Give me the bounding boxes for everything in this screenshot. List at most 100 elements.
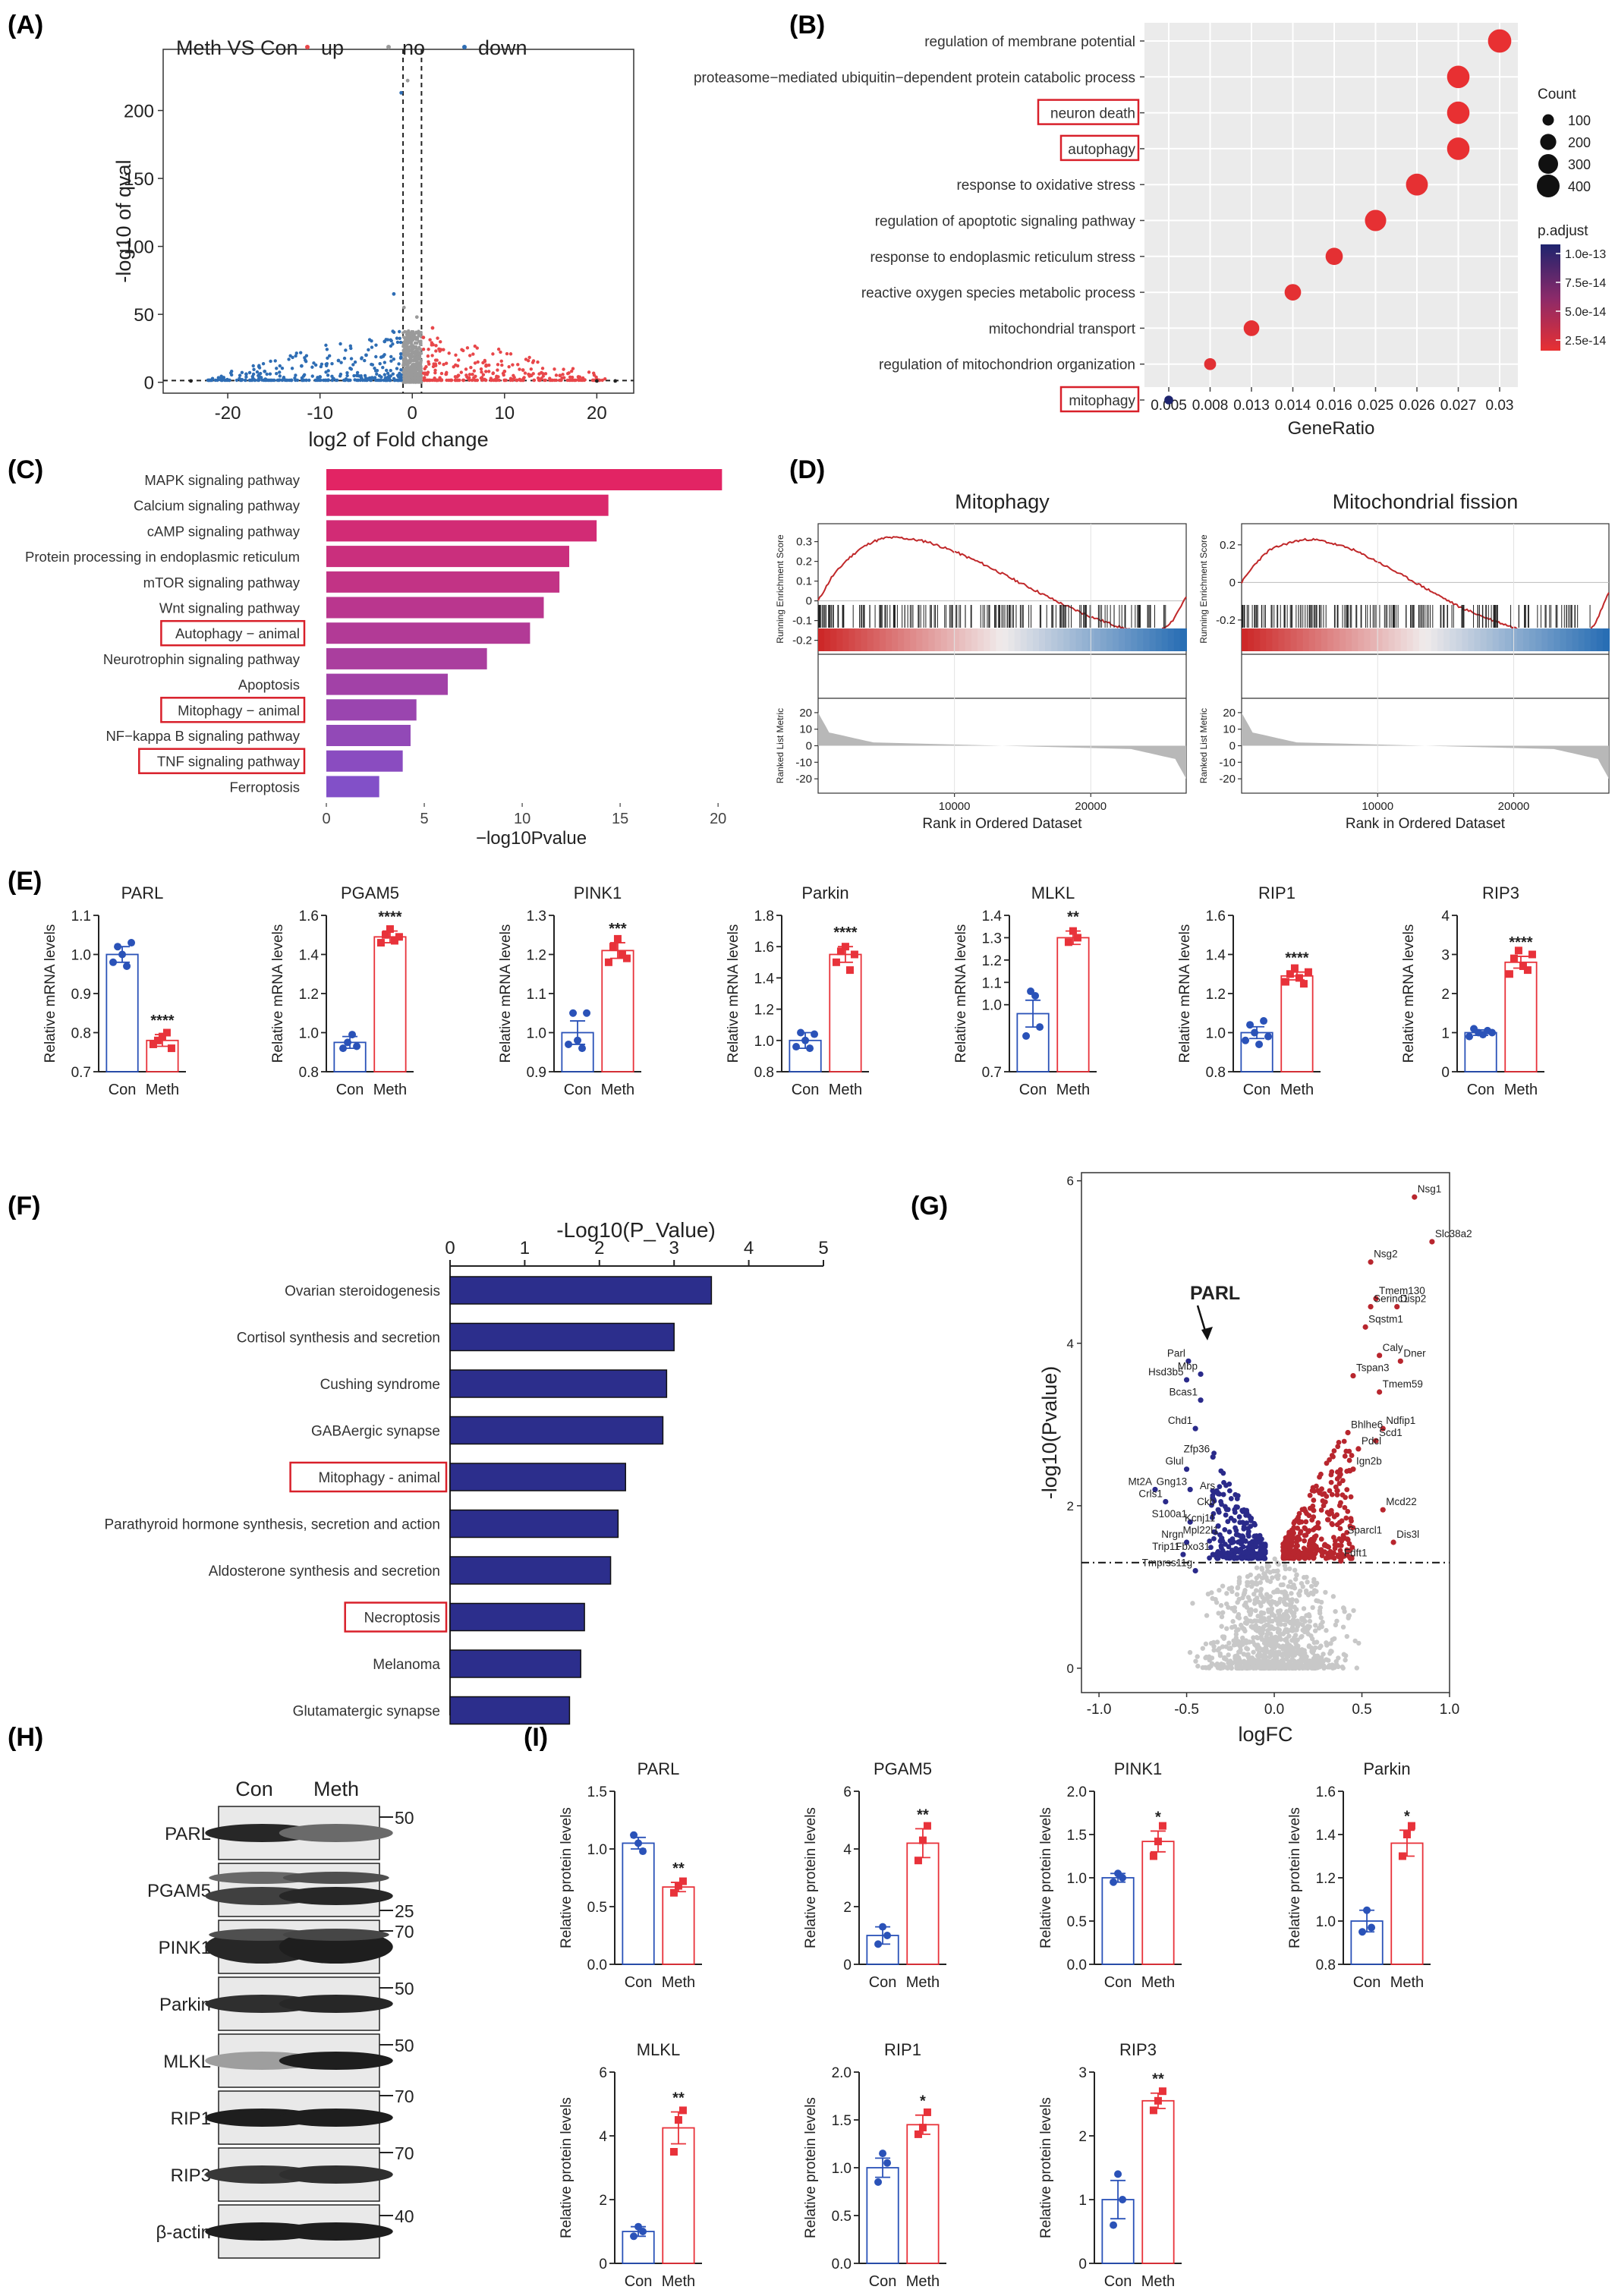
gene-label: Dis3l bbox=[1396, 1529, 1419, 1540]
point-ns bbox=[1314, 1598, 1319, 1604]
mrna-parkin-significance: **** bbox=[833, 924, 857, 941]
rank-color-strip bbox=[1535, 628, 1543, 651]
rank-color-strip bbox=[873, 628, 880, 651]
point-down bbox=[1237, 1520, 1243, 1526]
point-ns bbox=[1320, 1619, 1325, 1625]
mrna-rip1-dot-con bbox=[1242, 1036, 1250, 1044]
point-up bbox=[1305, 1548, 1311, 1554]
point-no bbox=[420, 351, 423, 355]
point-down bbox=[1211, 1498, 1217, 1504]
point-no bbox=[417, 362, 420, 366]
panel-label-g: (G) bbox=[911, 1192, 948, 1220]
protein-rip3-dot-con bbox=[1119, 2196, 1127, 2203]
point-ns bbox=[1226, 1660, 1231, 1666]
point-ns bbox=[1268, 1608, 1274, 1613]
protein-mlkl-dot-meth bbox=[669, 2148, 678, 2156]
point-down bbox=[352, 373, 356, 378]
point-down bbox=[1226, 1529, 1232, 1535]
point-ns bbox=[1214, 1639, 1220, 1645]
blot-col-meth: Meth bbox=[313, 1778, 359, 1800]
mrna-rip3-dot-meth bbox=[1528, 950, 1536, 959]
point-up bbox=[1335, 1552, 1341, 1558]
labeled-point bbox=[1355, 1446, 1362, 1452]
rank-color-strip bbox=[1443, 628, 1451, 651]
point-ns bbox=[1239, 1625, 1245, 1630]
point-down bbox=[1243, 1512, 1248, 1518]
point-up bbox=[434, 344, 438, 348]
point-down bbox=[313, 363, 318, 367]
point-up bbox=[484, 370, 488, 373]
y-tick-label: 1 bbox=[1078, 2193, 1087, 2209]
x-tick-label: 10 bbox=[514, 811, 530, 827]
point-ns bbox=[1216, 1611, 1221, 1616]
mrna-rip1-dot-con bbox=[1260, 1017, 1268, 1025]
mrna-mlkl-dot-con bbox=[1036, 1023, 1044, 1031]
kegg-pathway-label: TNF signaling pathway bbox=[157, 754, 301, 770]
panel-label-f: (F) bbox=[8, 1192, 40, 1220]
mrna-pgam5-dot-meth bbox=[390, 937, 398, 945]
x-tick-label: 20 bbox=[710, 811, 726, 827]
rank-color-strip bbox=[996, 628, 1003, 651]
point-up bbox=[1332, 1545, 1338, 1551]
point-down bbox=[1243, 1549, 1248, 1555]
point-up bbox=[439, 378, 444, 382]
point-down bbox=[219, 376, 224, 380]
point-ns bbox=[1217, 1651, 1223, 1656]
point-down bbox=[367, 348, 370, 352]
x-axis-label: log2 of Fold change bbox=[308, 428, 488, 451]
data-point bbox=[392, 291, 396, 296]
y-tick-label: 1.8 bbox=[754, 909, 774, 924]
mrna-rip1-dot-con bbox=[1264, 1032, 1273, 1041]
point-ns bbox=[1263, 1639, 1268, 1644]
point-down bbox=[268, 372, 272, 376]
labeled-point bbox=[1187, 1486, 1193, 1493]
rank-color-strip bbox=[1400, 628, 1408, 651]
point-down bbox=[395, 340, 400, 345]
protein-rip3-y-label: Relative protein levels bbox=[1038, 2097, 1054, 2238]
point-ns bbox=[1280, 1643, 1286, 1649]
x-category-label: Meth bbox=[146, 1082, 179, 1098]
y-tick-label: 1.6 bbox=[299, 909, 319, 924]
rank-color-strip bbox=[1002, 628, 1009, 651]
point-down bbox=[257, 374, 261, 378]
point-up bbox=[1311, 1542, 1318, 1548]
protein-parkin-title: Parkin bbox=[1363, 1759, 1410, 1778]
point-no bbox=[414, 370, 418, 374]
point-ns bbox=[1314, 1661, 1320, 1667]
data-point bbox=[421, 335, 426, 339]
point-ns bbox=[1333, 1608, 1338, 1614]
data-point bbox=[502, 369, 507, 373]
go-term-label: autophagy bbox=[1068, 142, 1135, 158]
point-up bbox=[580, 378, 584, 383]
point-up bbox=[1295, 1514, 1302, 1520]
labeled-point bbox=[1215, 1507, 1221, 1513]
point-down bbox=[374, 343, 378, 347]
point-no bbox=[405, 345, 408, 348]
point-down bbox=[307, 378, 311, 383]
color-legend-label: 2.5e-14 bbox=[1565, 335, 1606, 348]
x-tick-label: 0.005 bbox=[1151, 398, 1187, 414]
x-tick-label: 0.008 bbox=[1192, 398, 1229, 414]
gene-label: Hsd3b5 bbox=[1148, 1366, 1184, 1378]
y-tick-label: 0.2 bbox=[796, 556, 812, 568]
ranked-metric-area bbox=[818, 712, 1186, 780]
point-up bbox=[567, 371, 571, 375]
point-no bbox=[412, 336, 416, 340]
point-down bbox=[1218, 1543, 1224, 1549]
point-down bbox=[1252, 1554, 1258, 1560]
point-down bbox=[1226, 1488, 1232, 1494]
kegg-f-bar bbox=[449, 1322, 675, 1352]
rank-color-strip bbox=[1014, 628, 1022, 651]
mrna-rip3-dot-meth bbox=[1510, 954, 1518, 962]
point-down bbox=[260, 378, 264, 382]
mrna-pink1-dot-con bbox=[574, 1036, 582, 1044]
point-up bbox=[1291, 1520, 1297, 1526]
mrna-mlkl-y-label: Relative mRNA levels bbox=[953, 924, 969, 1063]
labeled-point bbox=[1341, 1535, 1348, 1542]
x-category-label: Con bbox=[1104, 2273, 1132, 2290]
point-no bbox=[408, 340, 411, 344]
y-tick-label: 1.0 bbox=[1067, 1871, 1087, 1887]
kegg-pathway-label: Ferroptosis bbox=[229, 779, 300, 795]
kegg-bar bbox=[326, 673, 449, 695]
